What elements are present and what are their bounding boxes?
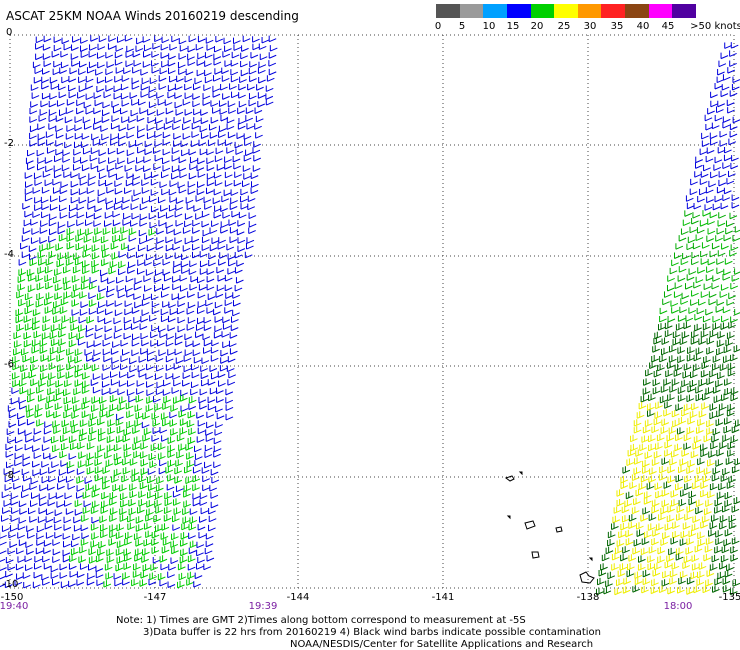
- legend-label-2: 10: [482, 21, 496, 32]
- legend-swatch-4: [530, 4, 555, 18]
- lon-label-147: -147: [143, 592, 167, 603]
- note-line-3: NOAA/NESDIS/Center for Satellite Applica…: [290, 639, 594, 650]
- note-line-1: Note: 1) Times are GMT 2)Times along bot…: [116, 615, 526, 626]
- legend-label-1: 5: [458, 21, 466, 32]
- swath-left: [0, 35, 278, 589]
- legend-label-0: 0: [434, 21, 442, 32]
- swath-right: [595, 42, 740, 596]
- legend-swatch-7: [601, 4, 626, 18]
- lat-label-2: -2: [4, 138, 14, 149]
- legend-label-4: 20: [530, 21, 544, 32]
- lon-label-144: -144: [286, 592, 310, 603]
- island-5: [579, 571, 595, 584]
- island-1: [518, 471, 523, 476]
- island-2: [524, 520, 536, 530]
- island-7: [588, 557, 593, 562]
- time-label-1800: 18:00: [663, 601, 693, 612]
- lat-label-8: -8: [4, 470, 14, 481]
- lat-lon-grid: [9, 34, 735, 589]
- legend-swatch-6: [577, 4, 602, 18]
- island-3: [555, 526, 563, 533]
- legend-swatch-1: [459, 4, 484, 18]
- note-line-2: 3)Data buffer is 22 hrs from 20160219 4)…: [143, 627, 601, 638]
- legend-swatch-9: [648, 4, 673, 18]
- legend-label-7: 35: [610, 21, 624, 32]
- lat-label-4: -4: [4, 249, 14, 260]
- legend-label-5: 25: [557, 21, 571, 32]
- legend-swatch-0: [436, 4, 460, 18]
- island-0: [504, 475, 515, 482]
- legend-swatch-2: [483, 4, 507, 18]
- map-title: ASCAT 25KM NOAA Winds 20160219 descendin…: [6, 9, 299, 23]
- legend-swatch-8: [625, 4, 649, 18]
- lon-label-141: -141: [431, 592, 455, 603]
- lat-label-6: -6: [4, 359, 14, 370]
- legend-swatch-5: [554, 4, 578, 18]
- legend-label-10: >50 knots: [690, 21, 740, 32]
- lat-label-10: -10: [2, 579, 19, 590]
- legend-label-9: 45: [661, 21, 675, 32]
- island-outline-icon: [504, 471, 595, 584]
- island-6: [506, 515, 511, 520]
- legend-labels: 0 5 10 15 20 25 30 35 40 45 >50 knots: [0, 21, 740, 35]
- lon-label-138: -138: [576, 592, 600, 603]
- time-label-1939: 19:39: [248, 601, 278, 612]
- lon-label-150: -150: [0, 592, 24, 603]
- lat-label-0: 0: [6, 27, 13, 38]
- lon-label-135: -135: [718, 592, 740, 603]
- legend-swatch-3: [506, 4, 531, 18]
- legend-label-3: 15: [506, 21, 520, 32]
- legend-label-6: 30: [583, 21, 597, 32]
- island-4: [531, 551, 540, 559]
- legend-swatch-10: [672, 4, 697, 18]
- wind-speed-legend: [436, 4, 697, 20]
- time-label-1940: 19:40: [0, 601, 29, 612]
- legend-label-8: 40: [636, 21, 650, 32]
